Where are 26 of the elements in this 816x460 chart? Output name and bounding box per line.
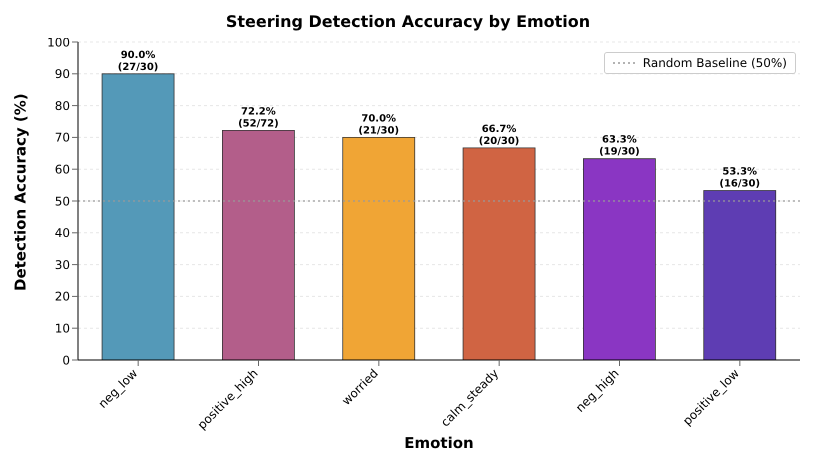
bar [102, 73, 174, 360]
data-label: 53.3% (16/30) [719, 166, 760, 190]
data-label: 63.3% (19/30) [599, 134, 640, 158]
y-axis-title: Detection Accuracy (%) [11, 93, 30, 291]
bar [462, 147, 536, 360]
y-tick-label: 70 [54, 130, 70, 145]
y-tick-label: 50 [54, 194, 70, 208]
bar [342, 137, 416, 360]
y-tick-label: 10 [54, 321, 70, 336]
y-tick-label: 20 [54, 290, 70, 304]
y-tick-label: 40 [54, 226, 70, 240]
x-axis-title: Emotion [404, 434, 474, 452]
chart-title: Steering Detection Accuracy by Emotion [226, 12, 590, 31]
y-tick-label: 90 [54, 67, 70, 82]
y-tick-label: 80 [54, 98, 70, 113]
y-tick-label: 60 [54, 162, 70, 176]
data-label: 66.7% (20/30) [478, 124, 520, 147]
data-label: 70.0% (21/30) [358, 113, 400, 136]
bar [583, 158, 656, 360]
legend-label: Random Baseline (50%) [642, 56, 787, 70]
bar [222, 130, 295, 360]
y-tick-label: 0 [62, 353, 70, 368]
data-label: 90.0% (27/30) [118, 50, 158, 73]
y-tick-label: 30 [54, 258, 70, 272]
bar [703, 190, 776, 360]
data-label: 72.2% (52/72) [238, 106, 279, 130]
